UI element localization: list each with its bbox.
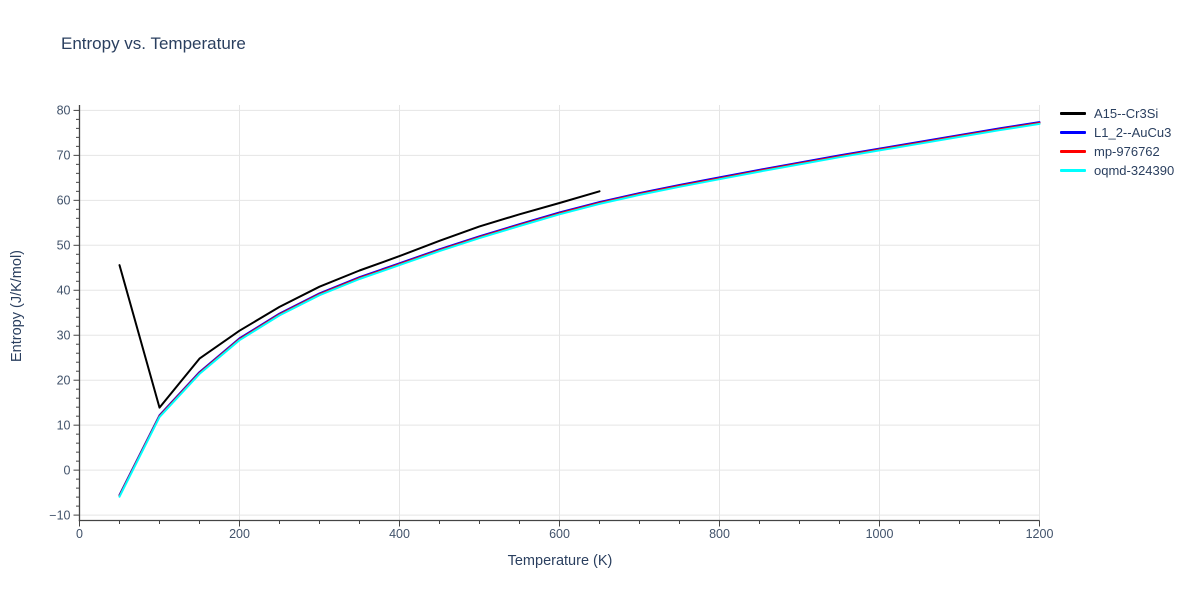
y-tick-label-40: 40 (57, 283, 71, 297)
legend-item-L1_2--AuCu3[interactable]: L1_2--AuCu3 (1060, 123, 1174, 142)
chart-title: Entropy vs. Temperature (61, 34, 246, 53)
y-tick-label-80: 80 (57, 104, 71, 118)
legend-item-mp-976762[interactable]: mp-976762 (1060, 142, 1174, 161)
y-tick-label-0: 0 (64, 463, 71, 477)
x-tick-label-0: 0 (76, 527, 83, 541)
legend-label: oqmd-324390 (1094, 163, 1175, 178)
legend-label: A15--Cr3Si (1094, 106, 1159, 121)
y-tick-label-60: 60 (57, 194, 71, 208)
x-tick-label-800: 800 (709, 527, 730, 541)
legend-item-A15--Cr3Si[interactable]: A15--Cr3Si (1060, 104, 1174, 123)
x-tick-label-1000: 1000 (866, 527, 894, 541)
y-tick-label-10: 10 (57, 418, 71, 432)
x-tick-label-200: 200 (229, 527, 250, 541)
y-tick-label-70: 70 (57, 149, 71, 163)
y-axis-title: Entropy (J/K/mol) (9, 250, 25, 362)
legend: A15--Cr3Si L1_2--AuCu3 mp-976762 oqmd-32439… (1060, 104, 1174, 180)
y-tick-label-30: 30 (57, 328, 71, 342)
legend-label: L1_2--AuCu3 (1094, 125, 1172, 140)
legend-line-sample (1060, 131, 1086, 134)
y-tick-label--10: −10 (49, 508, 70, 522)
y-tick-label-50: 50 (57, 238, 71, 252)
legend-line-sample (1060, 169, 1086, 172)
series-line-oqmd-324390 (118, 122, 1041, 498)
series-line-A15--Cr3Si (118, 190, 601, 409)
x-tick-label-1200: 1200 (1026, 527, 1054, 541)
y-tick-label-20: 20 (57, 373, 71, 387)
legend-item-oqmd-324390[interactable]: oqmd-324390 (1060, 161, 1174, 180)
x-tick-label-600: 600 (549, 527, 570, 541)
legend-line-sample (1060, 150, 1086, 153)
x-axis-title: Temperature (K) (507, 553, 613, 569)
x-tick-label-400: 400 (389, 527, 410, 541)
legend-line-sample (1060, 112, 1086, 115)
legend-label: mp-976762 (1094, 144, 1160, 159)
